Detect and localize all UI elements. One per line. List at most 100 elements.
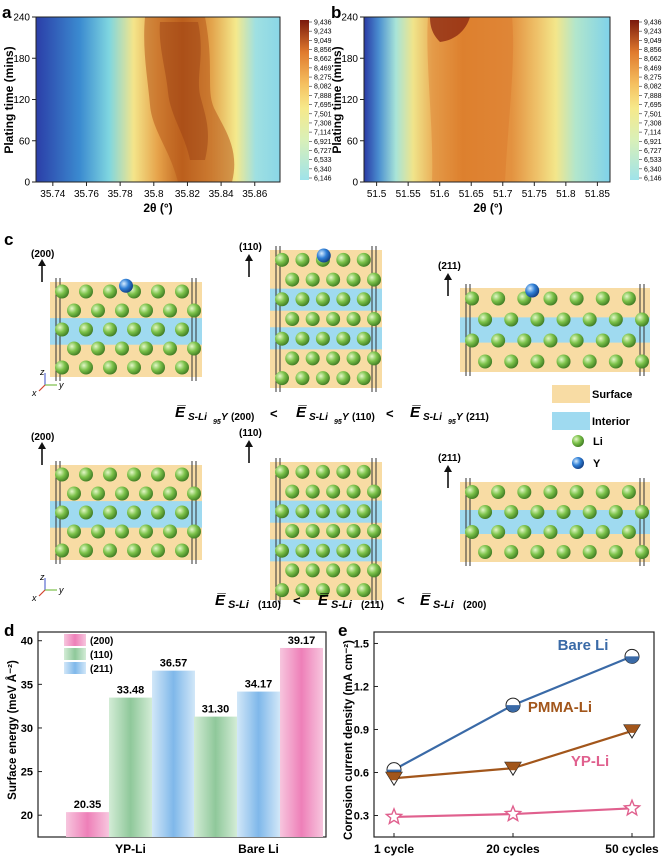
slab-li95y-211: [460, 283, 650, 376]
li-atom: [315, 464, 330, 479]
li-atom: [367, 524, 381, 538]
li-atom: [139, 486, 153, 501]
li-atom: [504, 505, 519, 519]
li-atom: [175, 467, 189, 482]
li-atom: [103, 360, 117, 375]
li-atom: [305, 524, 320, 538]
li-atom: [367, 484, 381, 499]
li-atom: [367, 312, 381, 326]
li-atom: [336, 543, 351, 558]
slab-li-211: [460, 478, 650, 566]
x-tick-label: 35.84: [209, 189, 234, 200]
li-atom: [151, 360, 165, 375]
data-point-fill: [386, 772, 402, 781]
li-atom: [356, 252, 371, 267]
x-tick-label: 50 cycles: [605, 842, 659, 856]
li-atom: [163, 341, 177, 356]
li-atom: [635, 545, 649, 559]
li-atom: [275, 543, 289, 558]
data-point: [503, 804, 523, 823]
li-atom: [315, 292, 330, 307]
bar: [66, 812, 109, 837]
li-atom: [285, 351, 300, 366]
heatmap-b-peak-core: [427, 17, 514, 182]
y-atom: [316, 248, 331, 263]
li-atom: [595, 485, 610, 499]
li-atom: [175, 322, 189, 337]
colorbar-a-bar: [300, 20, 309, 180]
li-atom: [517, 525, 532, 539]
colorbar-tick-label: 8,856: [644, 47, 662, 54]
panel-label-d: d: [4, 621, 14, 640]
colorbar-tick-label: 7,114: [644, 130, 661, 137]
li-atom: [175, 360, 189, 375]
ineq-facet: (110): [258, 600, 281, 611]
li-atom: [326, 351, 341, 366]
li-atom: [478, 545, 493, 559]
axes-b: 51.5 51.55 51.6 51.65 51.7 51.75 51.8 51.85 0 60 1…: [341, 13, 610, 201]
x-category-label: YP-Li: [115, 842, 146, 856]
li-atom: [608, 312, 623, 327]
li-atom: [285, 563, 300, 578]
panel-label-a: a: [2, 3, 12, 22]
li-atom: [295, 543, 310, 558]
ineq-op: <: [270, 406, 278, 421]
li-atom: [491, 291, 506, 306]
colorbar-tick-label: 7,308: [644, 120, 662, 127]
ineq-symbol: E̅: [318, 592, 329, 609]
li-atom: [336, 464, 351, 479]
li-atom: [336, 292, 351, 307]
x-tick-label: 51.55: [396, 189, 421, 200]
li-atom: [491, 525, 506, 539]
bar: [280, 647, 323, 837]
li-atom: [305, 272, 320, 287]
li-atom: [346, 484, 361, 499]
bar-value-label: 36.57: [160, 658, 188, 670]
data-point-fill: [506, 705, 520, 713]
series-label: YP-Li: [571, 753, 609, 770]
li-atom: [367, 272, 381, 287]
panel-label-e: e: [338, 621, 347, 640]
li-atom: [465, 333, 479, 348]
li-atom: [67, 524, 81, 539]
li-atom: [478, 354, 493, 369]
li-atom: [336, 504, 351, 519]
bar-value-label: 34.17: [245, 679, 273, 691]
li-atom: [346, 272, 361, 287]
ineq-sub: S-Li: [423, 412, 442, 423]
li-atom: [582, 545, 597, 559]
facet-arrowhead: [38, 259, 46, 266]
x-tick-label: 51.6: [430, 189, 450, 200]
li-atom: [67, 303, 81, 318]
bar: [109, 697, 152, 837]
x-tick-label: 20 cycles: [486, 842, 540, 856]
colorbar-a-ticks: 9,436 9,243 9,049 8,856 8,662 8,469 8,275 8,082…: [309, 20, 332, 183]
x-tick-label: 51.65: [459, 189, 484, 200]
colorbar-tick-label: 9,436: [314, 20, 332, 27]
heatmap-b-peak-max: [430, 17, 470, 42]
li-atom: [465, 291, 479, 306]
li-atom: [275, 292, 289, 307]
ineq-sub2: 95: [448, 419, 456, 426]
legend-li-label: Li: [593, 436, 603, 448]
li-atom: [543, 525, 558, 539]
li-atom: [367, 351, 381, 366]
facet-label-bottom-200: (200): [31, 432, 54, 465]
facet-arrowhead: [444, 273, 452, 280]
legend-li-atom: [572, 435, 584, 447]
bar-value-label: 33.48: [117, 685, 145, 697]
li-atom: [163, 486, 177, 501]
li-atom: [151, 505, 165, 520]
li-atom: [478, 505, 493, 519]
li-atom: [556, 312, 571, 327]
y-tick-label: 0.9: [354, 724, 369, 736]
ineq-symbol: E̅: [296, 404, 307, 421]
li-atom: [530, 545, 545, 559]
li-atom: [275, 371, 289, 386]
axis-a-xlabel: 2θ (°): [143, 201, 172, 215]
axis-a-ylabel: Plating time (mins): [2, 46, 16, 153]
facet-label-text: (200): [31, 432, 54, 443]
y-tick-label: 0.6: [354, 767, 369, 779]
slab-structures: [50, 246, 650, 604]
li-atom: [91, 341, 105, 356]
